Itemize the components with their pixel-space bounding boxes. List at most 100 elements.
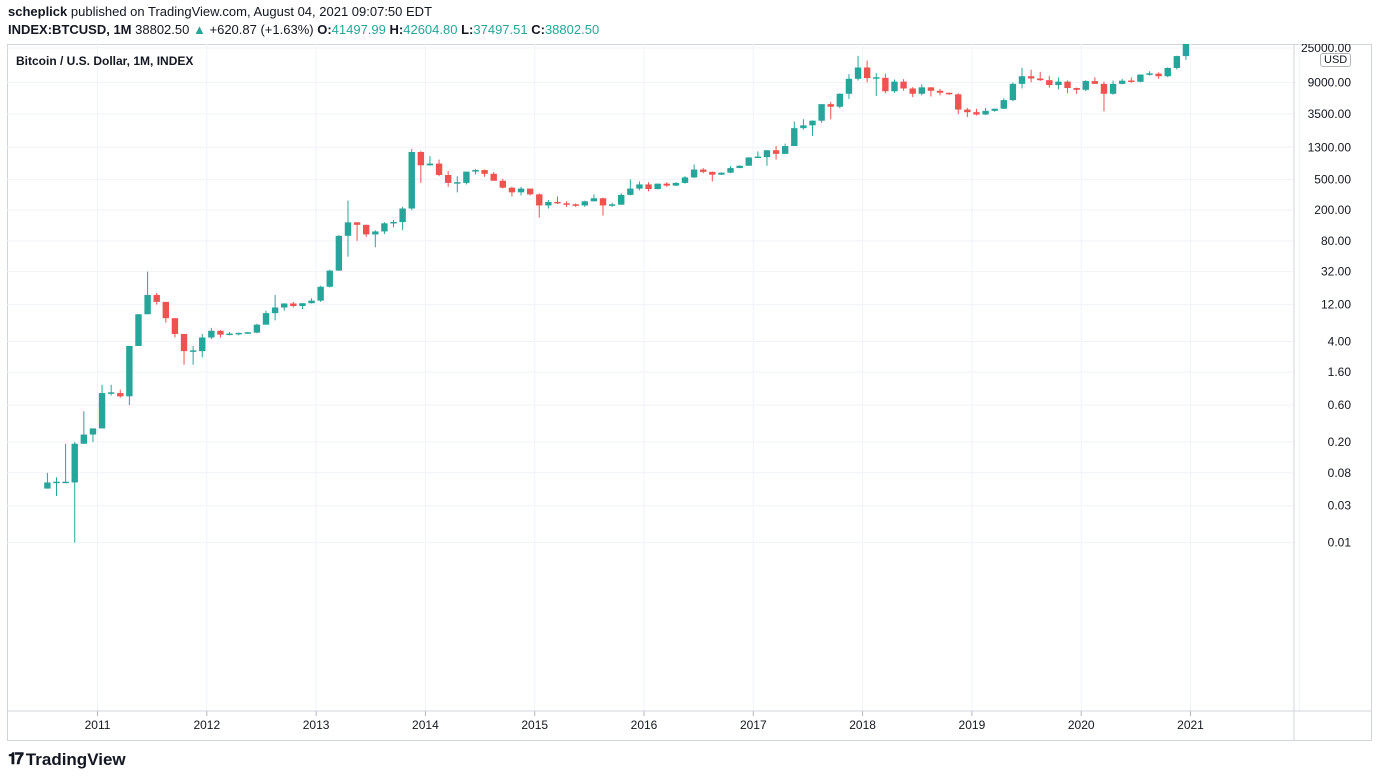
brand-footer: 𝟏𝟕 TradingView: [8, 750, 126, 770]
candle-body: [1018, 76, 1026, 84]
candle-body: [372, 231, 379, 235]
candle-body: [763, 150, 771, 158]
candle-body: [1046, 80, 1053, 86]
candle-body: [262, 313, 270, 325]
candle-body: [536, 194, 543, 206]
candle-body: [53, 481, 60, 484]
x-tick-label: 2013: [303, 718, 330, 732]
candle-body: [1091, 81, 1099, 84]
candle-body: [426, 163, 434, 166]
candle-body: [945, 92, 953, 95]
candle-body: [208, 330, 215, 338]
x-tick-label: 2011: [85, 718, 111, 732]
y-tick-label: 4.00: [1328, 334, 1352, 348]
candle-body: [199, 337, 206, 352]
candle-body: [326, 270, 333, 287]
candle-body: [590, 198, 598, 202]
candle-body: [618, 194, 625, 205]
candle-body: [854, 67, 862, 79]
candle-body: [71, 443, 78, 483]
candle-body: [873, 77, 880, 79]
candle-body: [654, 183, 661, 190]
tradingview-logo-icon: 𝟏𝟕: [8, 751, 24, 768]
close-value: 38802.50: [544, 22, 600, 37]
currency-badge[interactable]: USD: [1320, 53, 1352, 67]
candle-body: [390, 221, 397, 224]
candle-body: [180, 333, 188, 352]
x-tick-label: 2020: [1068, 718, 1095, 732]
candle-body: [1073, 88, 1080, 90]
x-tick-label: 2017: [740, 718, 767, 732]
candle-body: [353, 222, 361, 225]
price-chart[interactable]: 2011 2012 2013 2014 2015 2016 2017 2018 2019 2020…: [7, 44, 1372, 741]
candle-body: [809, 120, 816, 126]
published-text: published on TradingView.com, August 04,…: [70, 4, 433, 19]
close-label: C:: [531, 22, 545, 37]
candle-body: [982, 110, 989, 115]
brand-name: TradingView: [25, 750, 126, 769]
x-tick-label: 2016: [631, 718, 658, 732]
candle-body: [1027, 76, 1035, 79]
y-tick-label: 9000.00: [1308, 75, 1352, 89]
x-tick-label: 2018: [849, 718, 876, 732]
y-tick-label: 0.60: [1328, 398, 1352, 412]
candle-body: [253, 324, 261, 333]
candle-body: [700, 169, 707, 172]
candle-body: [62, 481, 69, 484]
candle-body: [44, 482, 51, 489]
y-tick-label: 500.00: [1314, 172, 1351, 186]
candle-body: [299, 303, 306, 307]
change-up-icon: ▲: [193, 22, 206, 37]
x-tick-label: 2015: [521, 718, 548, 732]
candle-body: [135, 314, 142, 346]
candle-body: [836, 93, 844, 107]
candle-body: [1146, 73, 1153, 75]
candle-body: [1000, 100, 1007, 109]
y-tick-label: 0.08: [1328, 466, 1352, 480]
x-tick-label: 2019: [959, 718, 986, 732]
open-label: O:: [317, 22, 332, 37]
candle-body: [417, 151, 425, 166]
candle-body: [636, 184, 643, 189]
y-tick-label: 32.00: [1321, 265, 1351, 279]
candle-body: [235, 332, 242, 335]
candle-body: [1064, 81, 1071, 89]
x-tick-label: 2021: [1177, 718, 1204, 732]
candle-body: [918, 87, 926, 94]
candle-body: [107, 392, 115, 394]
last-price: 38802.50: [135, 22, 190, 37]
candle-body: [745, 157, 752, 166]
candle-body: [736, 165, 743, 169]
candle-body: [444, 174, 452, 183]
candle-body: [1155, 73, 1162, 77]
candle-body: [335, 235, 343, 271]
candle-body: [126, 345, 133, 397]
author-name: scheplick: [8, 4, 68, 19]
y-tick-label: 12.00: [1321, 298, 1351, 312]
candle-body: [1118, 80, 1126, 84]
y-tick-label: 80.00: [1321, 234, 1351, 248]
y-tick-label: 3500.00: [1308, 107, 1352, 121]
candle-body: [162, 301, 170, 319]
symbol-label: INDEX:BTCUSD, 1M: [8, 22, 132, 37]
candle-body: [936, 90, 944, 93]
candle-body: [153, 294, 160, 302]
low-value: 37497.51: [473, 22, 528, 37]
candle-body: [463, 171, 470, 183]
candle-body: [217, 330, 224, 335]
candle-body: [226, 333, 233, 336]
candle-body: [927, 87, 935, 91]
candle-body: [882, 77, 889, 92]
candle-body: [1037, 78, 1044, 81]
price-change: +620.87 (+1.63%): [209, 22, 314, 37]
candle-body: [98, 393, 106, 429]
candle-body: [408, 151, 415, 209]
candle-body: [690, 169, 698, 178]
candle-body: [727, 168, 734, 173]
candle-body: [271, 307, 279, 314]
candle-body: [435, 163, 443, 175]
candle-body: [508, 187, 516, 193]
candle-body: [89, 428, 97, 435]
candle-body: [818, 104, 825, 121]
candle-body: [709, 171, 716, 175]
